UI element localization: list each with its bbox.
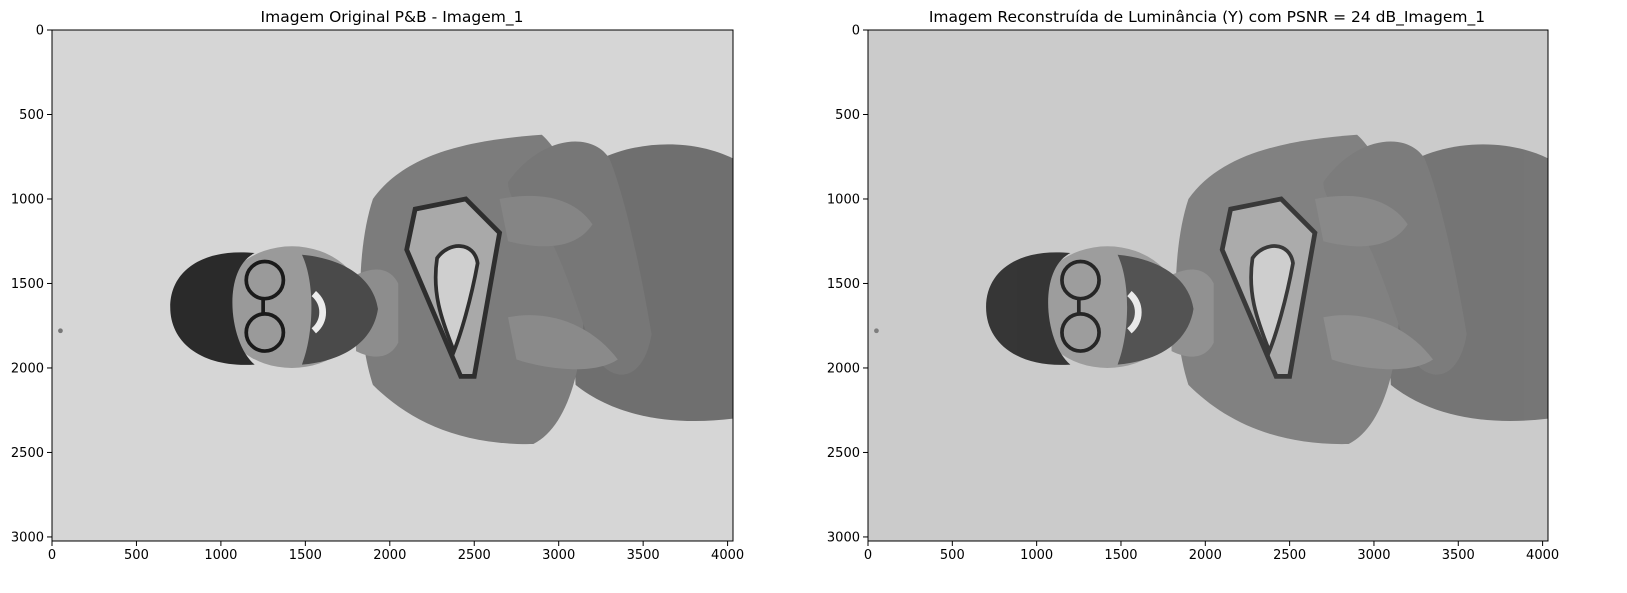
image-original	[52, 30, 733, 541]
x-tick-label: 1500	[289, 548, 322, 563]
x-tick-label: 2000	[1189, 548, 1222, 563]
x-tick-label: 2000	[373, 548, 406, 563]
x-tick-label: 3000	[1357, 548, 1390, 563]
y-tick-label: 500	[19, 108, 44, 123]
y-tick-label: 500	[835, 108, 860, 123]
y-tick-label: 1000	[11, 192, 44, 207]
ticks-reconstructed: 0 500 1000 1500 2000 2500 3000 3500 4000 0 500 1000…	[827, 24, 1559, 564]
x-tick-label: 4000	[711, 548, 744, 563]
axes-frame-original	[51, 29, 734, 542]
x-tick-label: 2500	[458, 548, 491, 563]
y-tick-label: 1500	[827, 277, 860, 292]
y-tick-label: 1000	[827, 192, 860, 207]
ticks-original: 0 500 1000 1500 2000 2500 3000 3500 4000 0 500 1000…	[11, 24, 744, 564]
axes-frame-reconstructed	[867, 29, 1549, 542]
y-tick-label: 2000	[827, 361, 860, 376]
image-reconstructed	[868, 30, 1548, 541]
panel-original: Imagem Original P&B - Imagem_1 0 500 1000 1…	[11, 8, 744, 563]
panel-reconstructed: Imagem Reconstruída de Luminância (Y) co…	[827, 8, 1559, 563]
y-tick-label: 2000	[11, 361, 44, 376]
y-tick-label: 2500	[827, 446, 860, 461]
y-tick-label: 0	[852, 24, 860, 39]
x-tick-label: 0	[48, 548, 56, 563]
x-tick-label: 500	[124, 548, 149, 563]
y-tick-label: 3000	[11, 530, 44, 545]
x-tick-label: 3500	[627, 548, 660, 563]
y-tick-label: 2500	[11, 446, 44, 461]
x-tick-label: 1000	[204, 548, 237, 563]
x-tick-label: 3000	[542, 548, 575, 563]
x-tick-label: 0	[864, 548, 872, 563]
title-reconstructed: Imagem Reconstruída de Luminância (Y) co…	[929, 8, 1485, 27]
y-tick-label: 3000	[827, 530, 860, 545]
y-tick-label: 0	[36, 24, 44, 39]
x-tick-label: 4000	[1526, 548, 1559, 563]
y-tick-label: 1500	[11, 277, 44, 292]
x-tick-label: 3500	[1442, 548, 1475, 563]
x-tick-label: 1000	[1020, 548, 1053, 563]
x-tick-label: 2500	[1273, 548, 1306, 563]
x-tick-label: 500	[940, 548, 965, 563]
title-original: Imagem Original P&B - Imagem_1	[261, 8, 524, 27]
x-tick-label: 1500	[1104, 548, 1137, 563]
